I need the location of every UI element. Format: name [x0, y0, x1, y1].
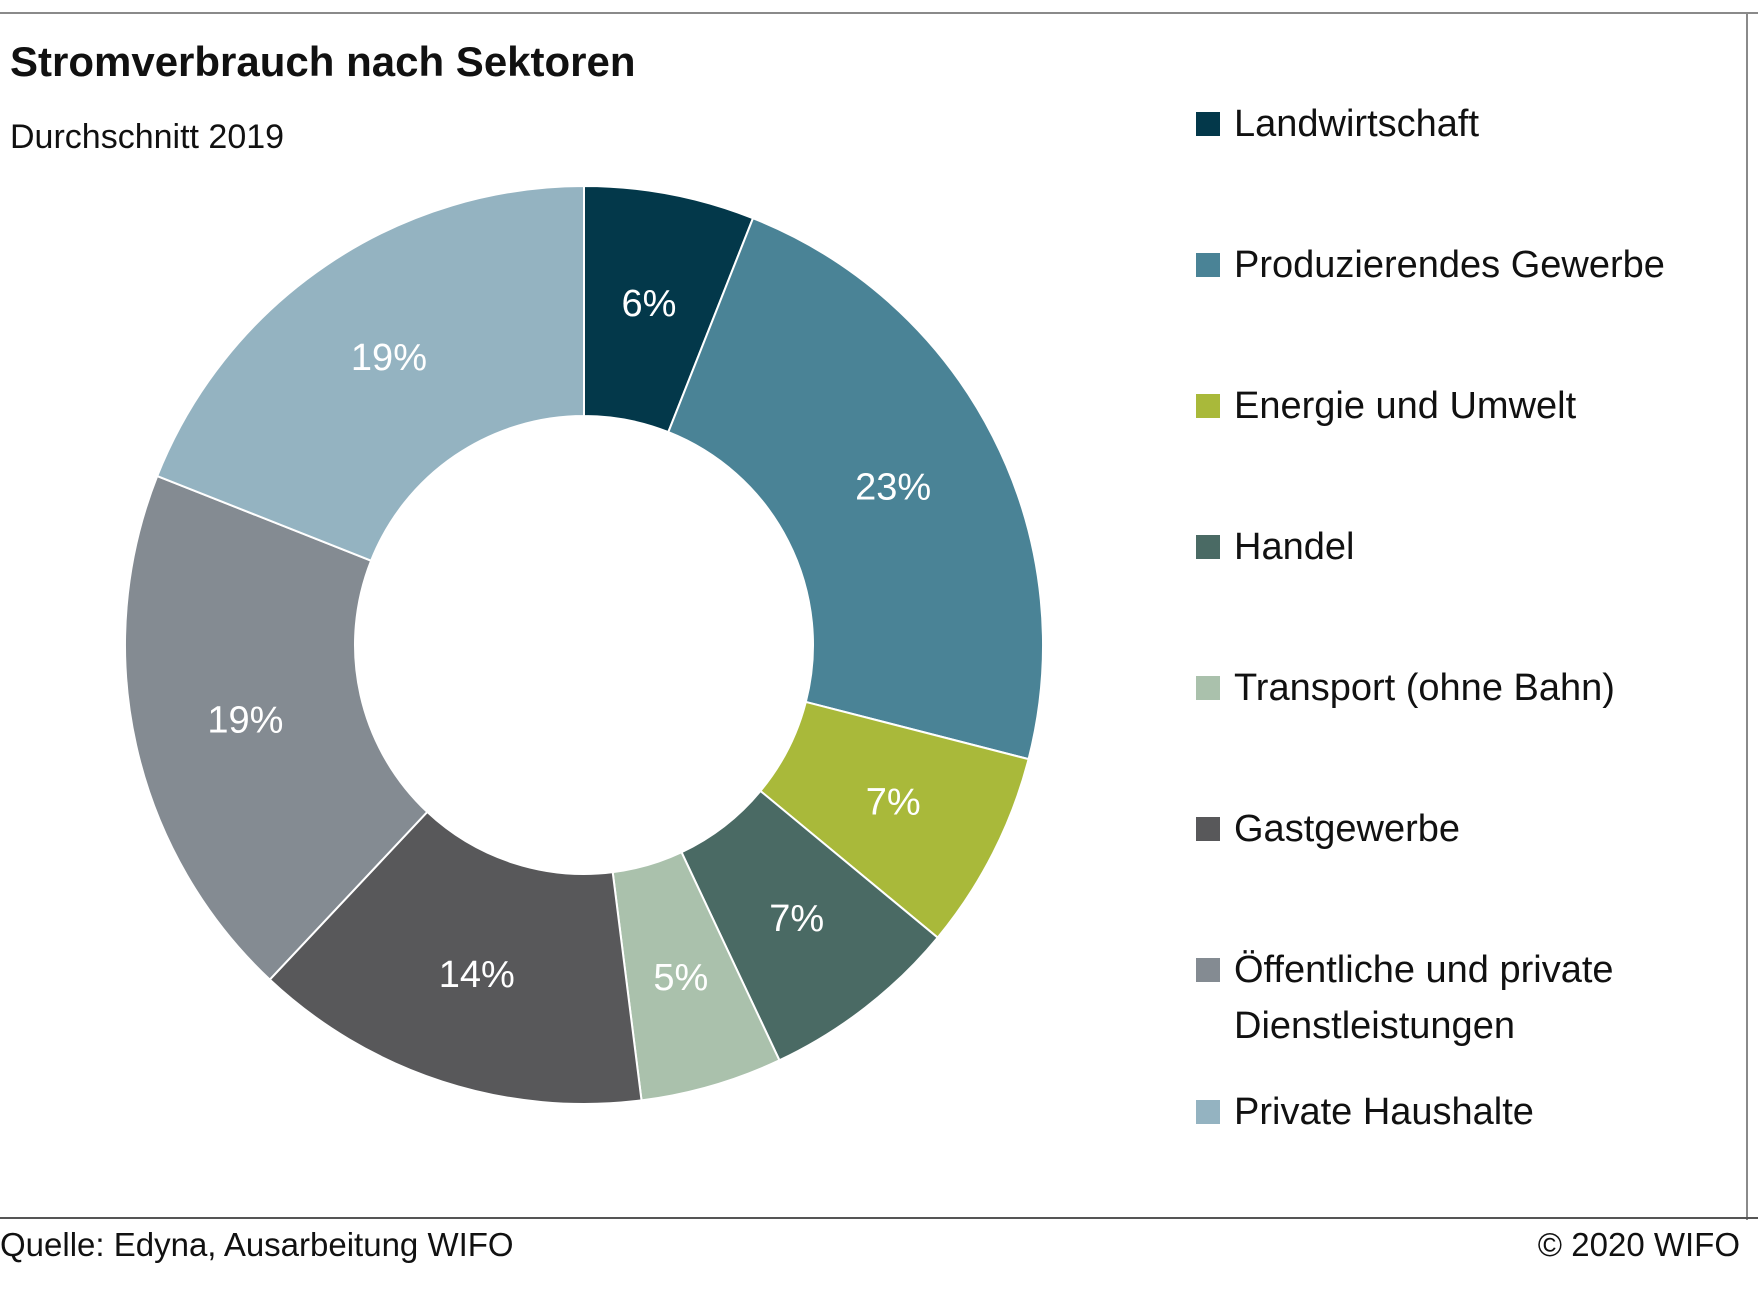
legend-label: Landwirtschaft: [1234, 103, 1480, 145]
donut-chart: 6% 23% 7% 7% 5% 14% 19% 19%: [124, 184, 1044, 1105]
footer-divider: [0, 1217, 1758, 1219]
slice-value-label-2: 23%: [855, 466, 931, 508]
legend-swatch: [1196, 958, 1220, 982]
legend-label: Handel: [1234, 526, 1355, 568]
legend-item: Private Haushalte: [1196, 1084, 1694, 1140]
legend-label: Gastgewerbe: [1234, 808, 1461, 850]
legend-swatch: [1196, 1100, 1220, 1124]
slice-value-label-4: 7%: [769, 898, 824, 940]
donut-slice-6: [268, 810, 643, 1105]
legend-swatch: [1196, 676, 1220, 700]
legend-item: Produzierendes Gewerbe: [1196, 237, 1694, 293]
legend-swatch: [1196, 535, 1220, 559]
source-note: Quelle: Edyna, Ausarbeitung WIFO: [0, 1226, 514, 1263]
slice-value-label-8: 19%: [351, 337, 427, 379]
legend-swatch: [1196, 817, 1220, 841]
legend-swatch: [1196, 253, 1220, 277]
legend-swatch: [1196, 394, 1220, 418]
chart-title: Stromverbrauch nach Sektoren: [10, 38, 636, 85]
legend-label: Energie und Umwelt: [1234, 385, 1577, 427]
donut-slice-2: [667, 216, 1044, 761]
donut-slice-8: [155, 184, 585, 562]
legend-label: Öffentliche und private Dienstleistungen: [1234, 949, 1614, 1047]
legend-item: Transport (ohne Bahn): [1196, 660, 1694, 716]
legend-swatch: [1196, 112, 1220, 136]
legend-item: Gastgewerbe: [1196, 801, 1694, 857]
right-border: [1746, 12, 1748, 1220]
legend-label: Private Haushalte: [1234, 1091, 1534, 1133]
copyright-note: © 2020 WIFO: [1537, 1226, 1740, 1263]
legend-item: Landwirtschaft: [1196, 96, 1694, 152]
slice-value-label-5: 5%: [653, 957, 708, 999]
legend-item: Energie und Umwelt: [1196, 378, 1694, 434]
slice-value-label-6: 14%: [439, 954, 515, 996]
slice-value-label-1: 6%: [622, 283, 677, 325]
top-border: [0, 12, 1758, 14]
slice-value-label-7: 19%: [207, 700, 283, 742]
legend-item: Öffentliche und private Dienstleistungen: [1196, 942, 1694, 1054]
legend-item: Handel: [1196, 519, 1694, 575]
chart-subtitle: Durchschnitt 2019: [10, 118, 285, 156]
donut-slice-7: [124, 474, 429, 982]
legend-label: Transport (ohne Bahn): [1234, 667, 1615, 709]
slice-value-label-3: 7%: [866, 782, 921, 824]
legend-label: Produzierendes Gewerbe: [1234, 244, 1665, 286]
